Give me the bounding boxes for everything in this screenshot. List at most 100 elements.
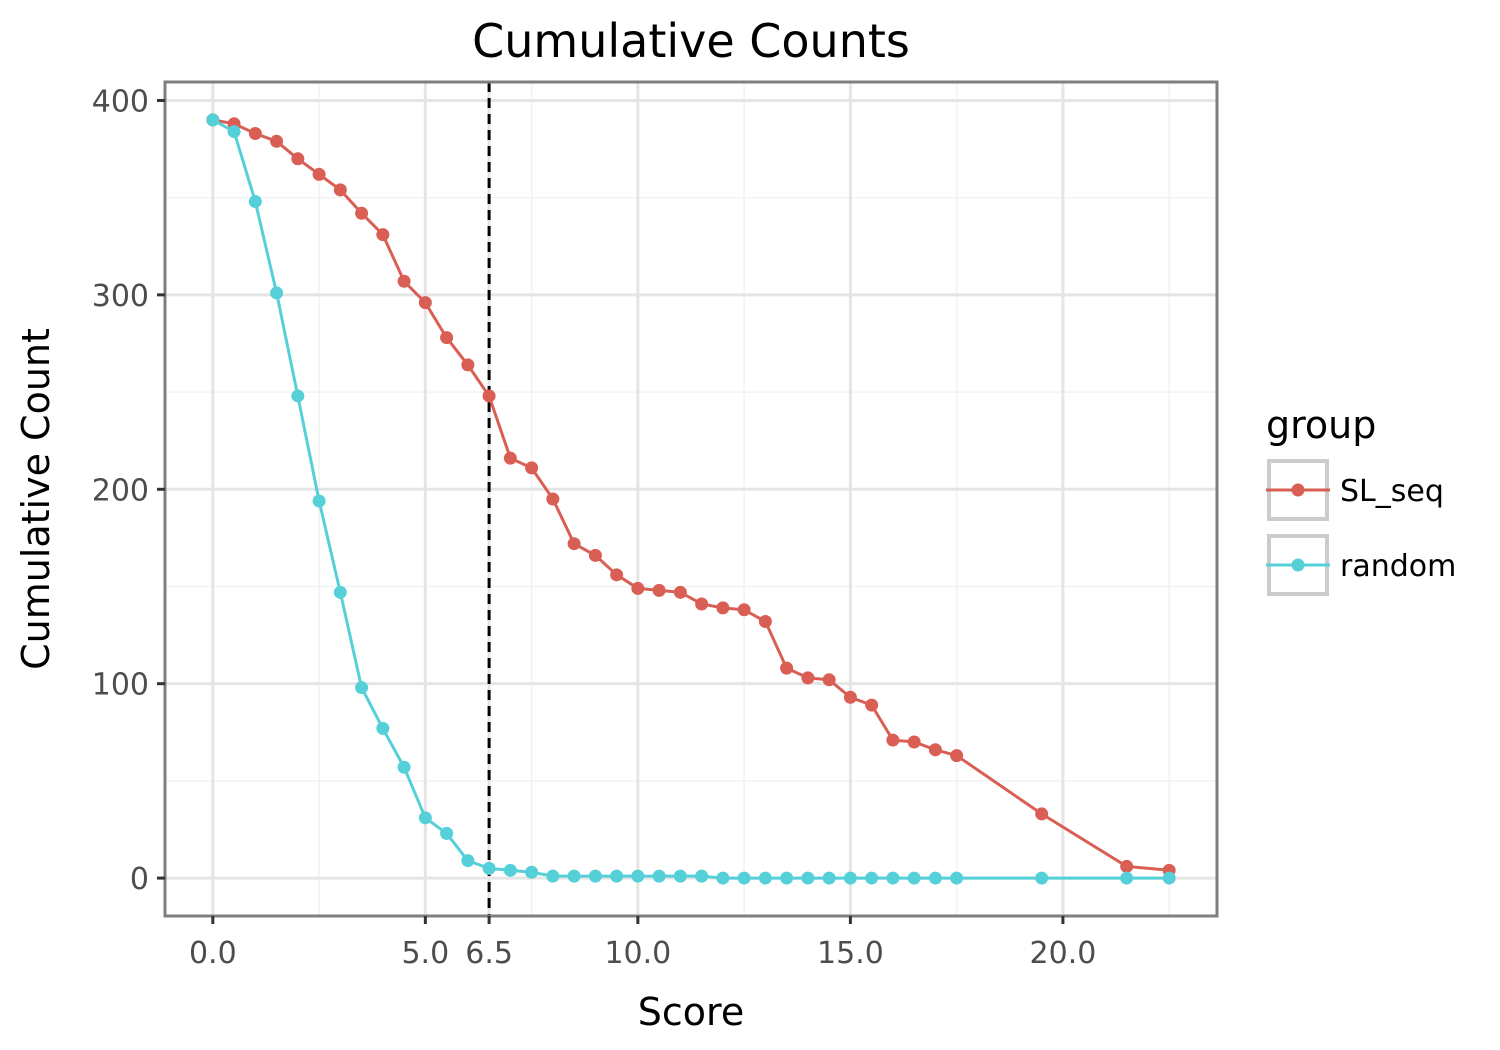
data-point: [1162, 871, 1176, 885]
data-point: [588, 869, 602, 883]
series-SL_seq: [206, 113, 1176, 877]
data-point: [503, 451, 517, 465]
data-point: [291, 152, 305, 166]
x-tick-label: 10.0: [604, 936, 671, 971]
data-point: [758, 871, 772, 885]
data-point: [461, 854, 475, 868]
data-point: [525, 461, 539, 475]
data-point: [801, 671, 815, 685]
data-point: [1120, 859, 1134, 873]
data-point: [886, 733, 900, 747]
y-tick-label: 400: [92, 84, 149, 119]
data-point: [843, 690, 857, 704]
x-tick-label: 15.0: [817, 936, 884, 971]
data-point: [907, 871, 921, 885]
data-point: [440, 331, 454, 345]
legend-key-point: [1291, 483, 1305, 497]
data-point: [440, 826, 454, 840]
data-point: [907, 735, 921, 749]
data-point: [928, 743, 942, 757]
data-point: [312, 494, 326, 508]
data-point: [673, 585, 687, 599]
data-point: [737, 603, 751, 617]
legend-title: group: [1266, 403, 1376, 447]
data-point: [376, 228, 390, 242]
data-point: [312, 167, 326, 181]
panel-border: [163, 80, 1219, 918]
data-point: [652, 869, 666, 883]
data-point: [291, 389, 305, 403]
data-point: [461, 358, 475, 372]
x-tick-label: 20.0: [1030, 936, 1097, 971]
data-point: [567, 537, 581, 551]
data-point: [588, 548, 602, 562]
data-point: [418, 811, 432, 825]
data-point: [610, 869, 624, 883]
data-point: [928, 871, 942, 885]
data-point: [865, 698, 879, 712]
data-point: [843, 871, 857, 885]
data-point: [397, 760, 411, 774]
data-point: [248, 195, 262, 209]
data-point: [546, 492, 560, 506]
data-point: [865, 871, 879, 885]
data-point: [418, 296, 432, 310]
data-point: [950, 749, 964, 763]
chart-title: Cumulative Counts: [472, 14, 910, 68]
series-random: [206, 113, 1176, 885]
data-point: [355, 206, 369, 220]
data-point: [886, 871, 900, 885]
series-line: [212, 118, 1170, 872]
series-line: [212, 118, 1170, 880]
data-point: [1035, 807, 1049, 821]
data-point: [482, 389, 496, 403]
data-point: [503, 863, 517, 877]
legend-key-point: [1291, 558, 1305, 572]
y-tick-label: 100: [92, 668, 149, 703]
y-tick-label: 300: [92, 279, 149, 314]
legend-label: random: [1340, 549, 1456, 584]
data-point: [227, 125, 241, 139]
data-point: [248, 127, 262, 141]
data-point: [695, 869, 709, 883]
data-point: [631, 869, 645, 883]
data-point: [801, 871, 815, 885]
data-point: [546, 869, 560, 883]
data-point: [355, 681, 369, 695]
legend-item-random: random: [1266, 534, 1456, 596]
data-point: [780, 661, 794, 675]
data-point: [780, 871, 794, 885]
data-point: [716, 601, 730, 615]
data-point: [397, 274, 411, 288]
legend-label: SL_seq: [1340, 474, 1444, 509]
data-point: [631, 581, 645, 595]
grid: [165, 82, 1217, 916]
data-point: [525, 865, 539, 879]
data-point: [610, 568, 624, 582]
x-tick-label: 6.5: [465, 936, 513, 971]
data-point: [333, 183, 347, 197]
data-point: [822, 673, 836, 687]
data-point: [673, 869, 687, 883]
y-axis-title: Cumulative Count: [14, 328, 58, 670]
data-point: [822, 871, 836, 885]
data-point: [950, 871, 964, 885]
data-point: [376, 721, 390, 735]
x-tick-label: 0.0: [189, 936, 237, 971]
data-point: [482, 861, 496, 875]
data-point: [652, 583, 666, 597]
y-tick-label: 200: [92, 473, 149, 508]
data-point: [1035, 871, 1049, 885]
data-point: [567, 869, 581, 883]
data-point: [270, 134, 284, 148]
data-point: [270, 286, 284, 300]
x-tick-label: 5.0: [401, 936, 449, 971]
data-point: [1120, 871, 1134, 885]
series-layer: [206, 113, 1176, 885]
y-tick-label: 0: [130, 862, 149, 897]
legend-item-SL_seq: SL_seq: [1266, 459, 1444, 521]
data-point: [716, 871, 730, 885]
